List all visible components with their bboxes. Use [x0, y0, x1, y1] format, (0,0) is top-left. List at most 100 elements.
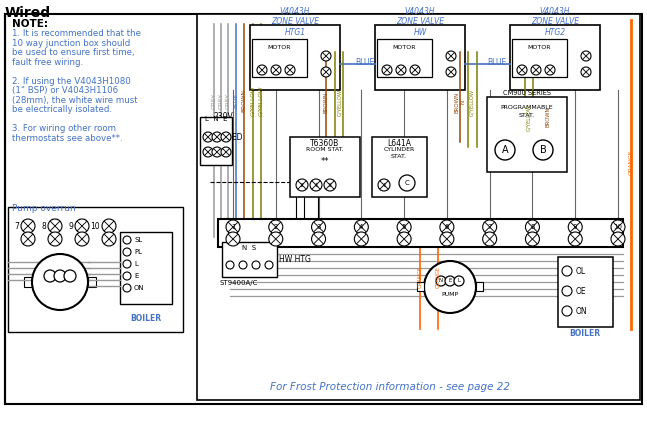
Text: V4043H
ZONE VALVE
HTG2: V4043H ZONE VALVE HTG2 — [531, 7, 579, 37]
Text: ON: ON — [134, 285, 145, 291]
Text: 7: 7 — [14, 222, 19, 230]
Bar — [252, 39, 307, 77]
Text: 8: 8 — [530, 224, 534, 230]
Text: N  S: N S — [242, 245, 256, 251]
Text: MOTOR: MOTOR — [392, 45, 416, 50]
Circle shape — [312, 220, 325, 234]
Text: L: L — [134, 261, 138, 267]
Bar — [510, 25, 600, 90]
Bar — [290, 137, 360, 197]
Text: L  N  E: L N E — [204, 116, 227, 122]
Circle shape — [397, 232, 411, 246]
Text: GREY: GREY — [219, 92, 223, 108]
Circle shape — [226, 220, 240, 234]
Circle shape — [312, 232, 325, 246]
Circle shape — [48, 232, 62, 246]
Circle shape — [203, 147, 213, 157]
Circle shape — [531, 65, 541, 75]
Text: G/YELLOW: G/YELLOW — [259, 85, 263, 116]
Text: G/YELLOW: G/YELLOW — [527, 103, 531, 130]
Text: (1" BSP) or V4043H1106: (1" BSP) or V4043H1106 — [12, 86, 118, 95]
Bar — [8, 207, 183, 332]
Text: 3. For wiring other room: 3. For wiring other room — [12, 124, 116, 133]
Bar — [487, 97, 567, 172]
Circle shape — [410, 65, 420, 75]
Circle shape — [48, 219, 62, 233]
Circle shape — [483, 220, 497, 234]
Circle shape — [285, 65, 295, 75]
Circle shape — [424, 261, 476, 313]
Text: 9: 9 — [68, 222, 73, 230]
Bar — [375, 25, 465, 90]
Circle shape — [123, 260, 131, 268]
Text: GREY: GREY — [226, 92, 230, 108]
Text: OL: OL — [576, 267, 586, 276]
Circle shape — [212, 147, 222, 157]
Text: GREY: GREY — [212, 92, 217, 108]
Text: ORANGE: ORANGE — [417, 266, 422, 288]
Text: BOILER: BOILER — [569, 329, 600, 338]
Text: 2: 2 — [300, 182, 304, 187]
Circle shape — [562, 286, 572, 296]
Circle shape — [446, 51, 456, 61]
Text: thermostats see above**.: thermostats see above**. — [12, 133, 123, 143]
Text: For Frost Protection information - see page 22: For Frost Protection information - see p… — [270, 382, 510, 392]
Text: E: E — [134, 273, 138, 279]
Circle shape — [611, 232, 625, 246]
Text: L: L — [68, 273, 72, 279]
Bar — [24, 277, 32, 287]
Circle shape — [562, 266, 572, 276]
Circle shape — [525, 232, 540, 246]
Circle shape — [54, 270, 66, 282]
Text: 7: 7 — [487, 224, 492, 230]
Text: A: A — [501, 145, 509, 155]
Text: 9: 9 — [573, 224, 578, 230]
Text: V4043H
ZONE VALVE
HW: V4043H ZONE VALVE HW — [396, 7, 444, 37]
Text: CM900 SERIES: CM900 SERIES — [503, 90, 551, 96]
Circle shape — [321, 67, 331, 77]
Bar — [377, 39, 432, 77]
Bar — [200, 117, 232, 165]
Circle shape — [102, 219, 116, 233]
Text: **: ** — [321, 157, 329, 166]
Circle shape — [581, 51, 591, 61]
Circle shape — [310, 179, 322, 191]
Text: 5: 5 — [402, 224, 406, 230]
Text: STAT.: STAT. — [391, 154, 407, 159]
Text: 1: 1 — [314, 182, 318, 187]
Text: 10 way junction box should: 10 way junction box should — [12, 38, 130, 48]
Circle shape — [568, 220, 582, 234]
Text: fault free wiring.: fault free wiring. — [12, 57, 83, 67]
Circle shape — [445, 276, 455, 286]
Circle shape — [226, 232, 240, 246]
Circle shape — [581, 67, 591, 77]
Text: 3: 3 — [328, 182, 332, 187]
Circle shape — [44, 270, 56, 282]
Text: BLUE: BLUE — [355, 57, 374, 67]
Text: B: B — [540, 145, 546, 155]
Circle shape — [269, 232, 283, 246]
Text: 3: 3 — [316, 224, 321, 230]
Circle shape — [21, 232, 35, 246]
Text: ST9400A/C: ST9400A/C — [220, 280, 258, 286]
Text: 10: 10 — [91, 222, 100, 230]
Text: L: L — [457, 279, 461, 284]
Text: T6360B: T6360B — [311, 139, 340, 148]
Text: 1. It is recommended that the: 1. It is recommended that the — [12, 29, 141, 38]
Circle shape — [64, 270, 76, 282]
Text: PUMP: PUMP — [441, 292, 459, 298]
Circle shape — [221, 132, 231, 142]
Text: STAT.: STAT. — [519, 113, 535, 118]
Text: BROWN: BROWN — [241, 89, 247, 112]
Text: ON: ON — [576, 306, 587, 316]
Circle shape — [269, 220, 283, 234]
Circle shape — [545, 65, 555, 75]
Text: G/YELLOW: G/YELLOW — [250, 85, 256, 116]
Circle shape — [271, 65, 281, 75]
Circle shape — [355, 220, 368, 234]
Text: NOTE:: NOTE: — [12, 19, 48, 29]
Circle shape — [562, 306, 572, 316]
Circle shape — [123, 284, 131, 292]
Circle shape — [454, 276, 464, 286]
Text: 230V
50Hz
3A RATED: 230V 50Hz 3A RATED — [205, 112, 243, 142]
